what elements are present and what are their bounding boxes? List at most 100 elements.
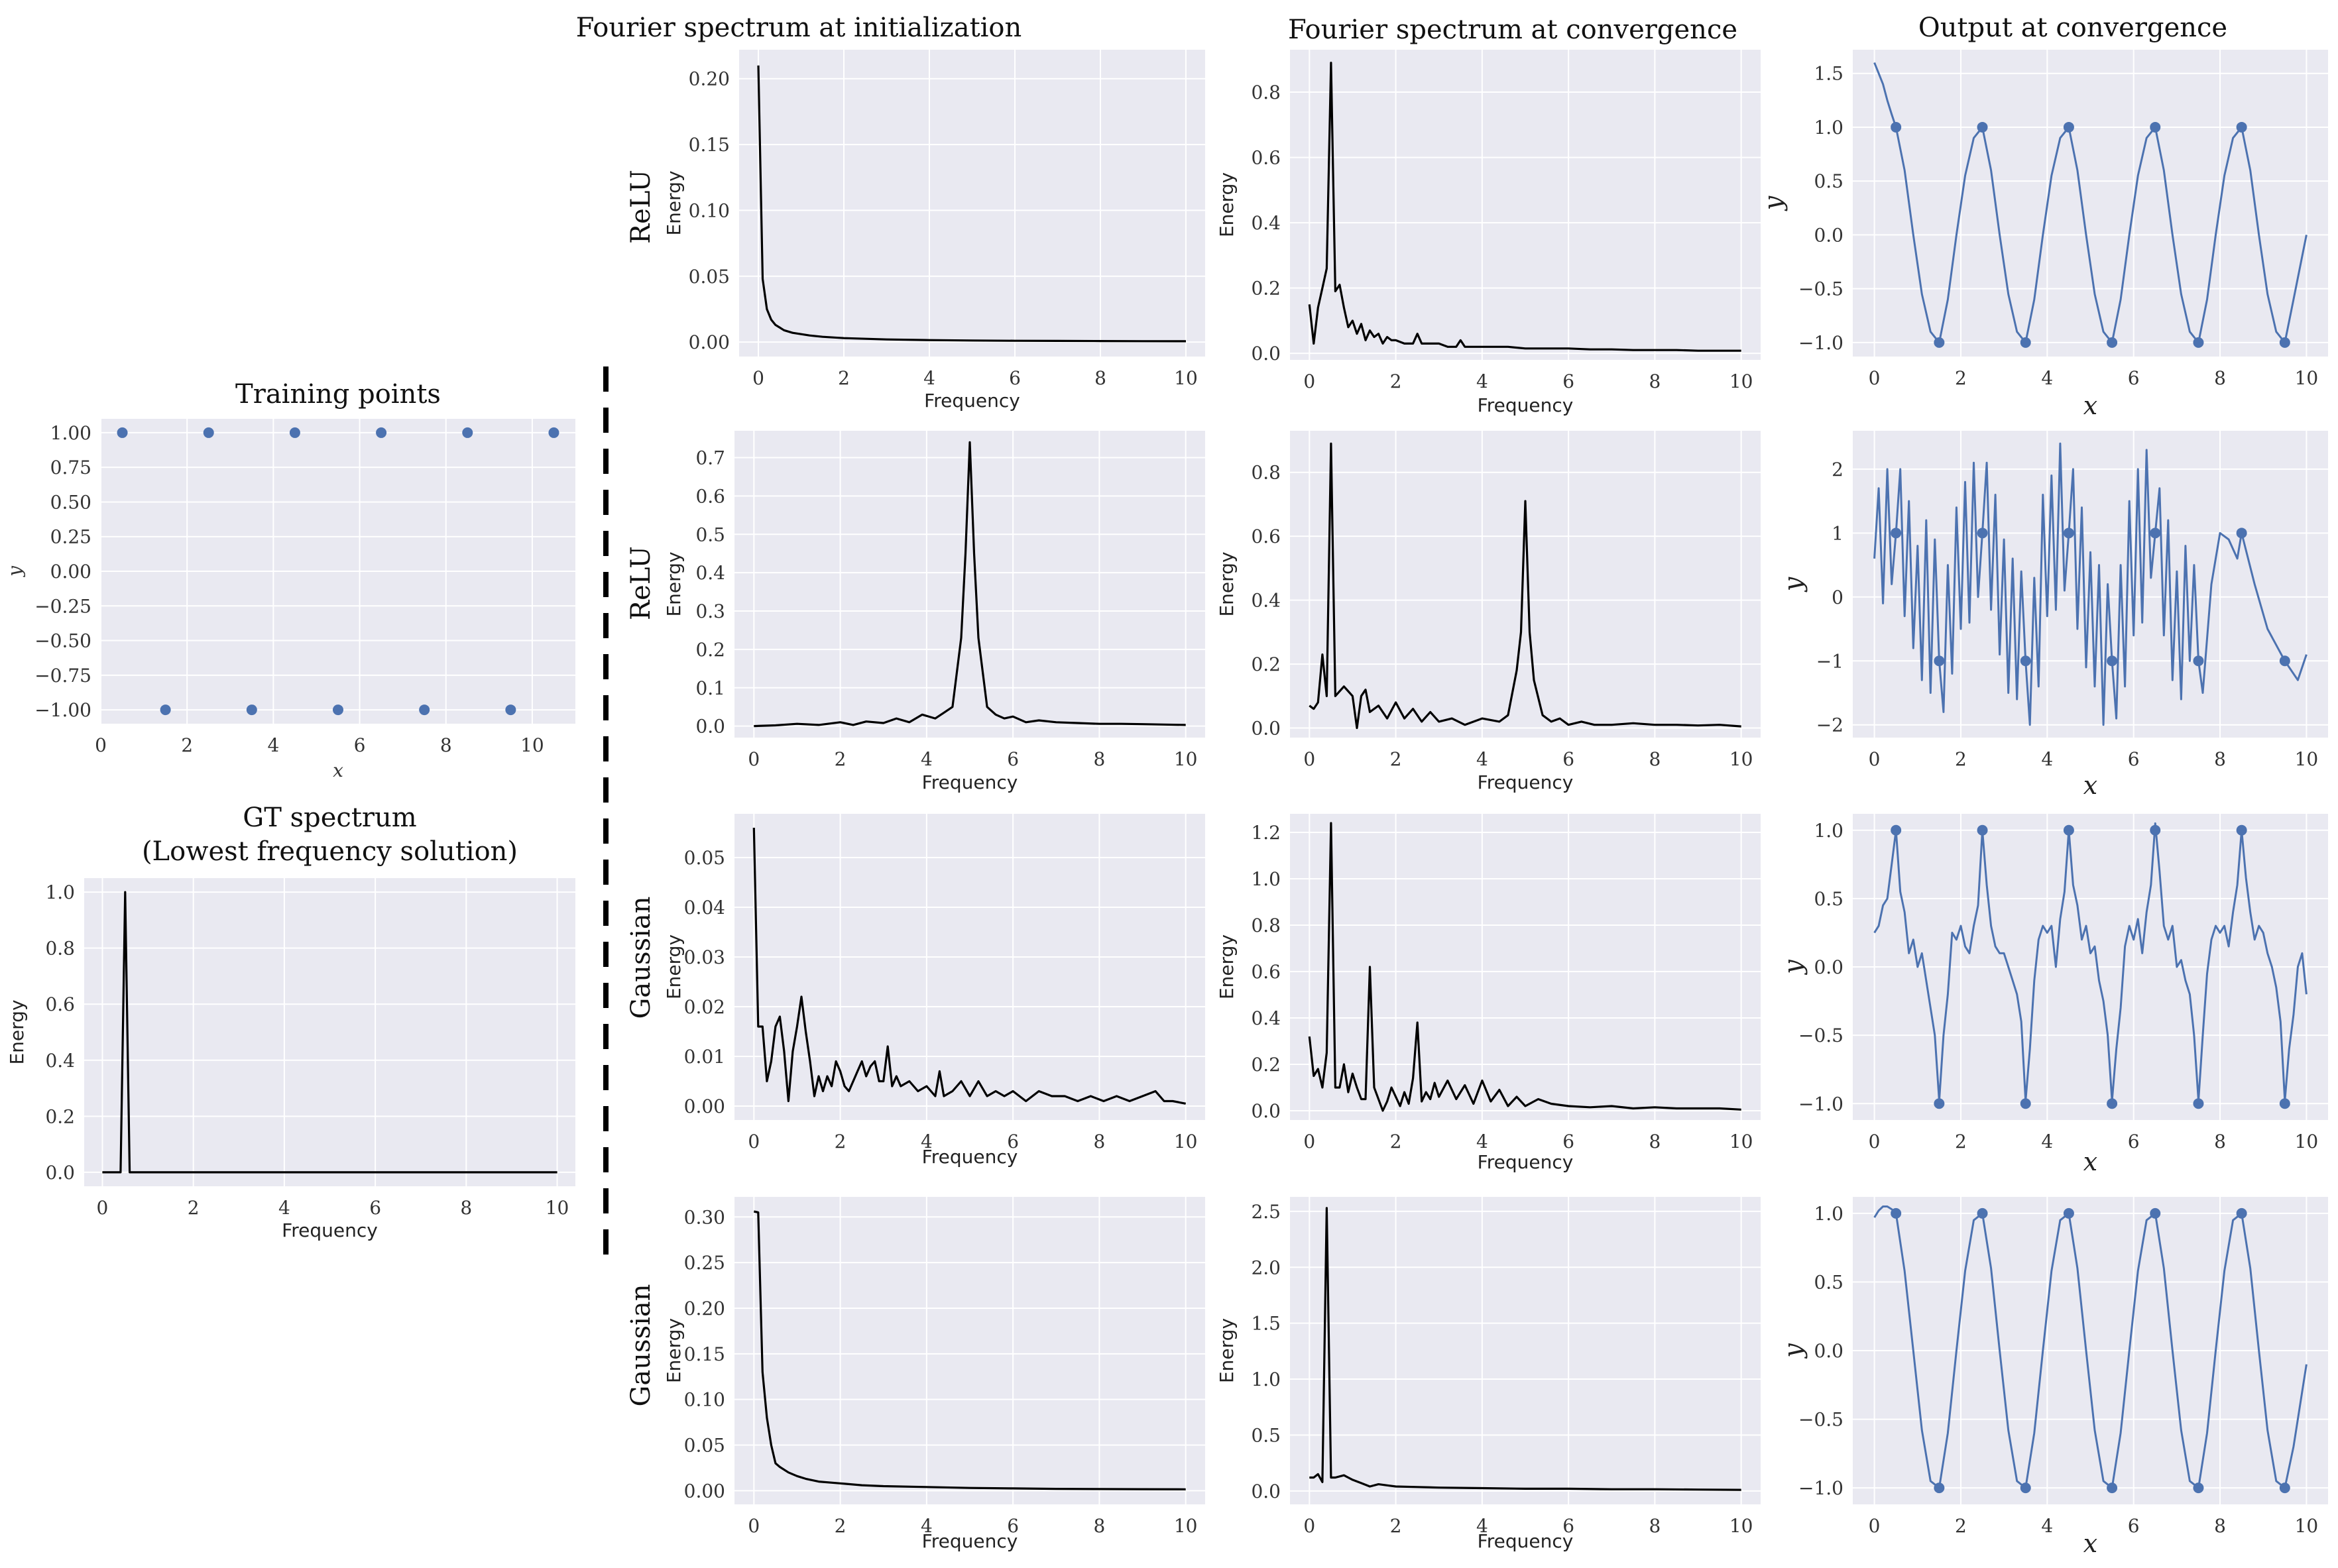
plot-title: GT spectrum — [243, 803, 416, 833]
plot-area — [1290, 814, 1761, 1120]
y-tick-label: −0.5 — [1798, 278, 1843, 300]
y-tick-label: 0.10 — [684, 1389, 725, 1411]
x-tick-label: 2 — [1390, 1515, 1402, 1537]
x-tick-label: 0 — [1869, 1131, 1881, 1152]
x-tick-label: 4 — [1476, 1515, 1488, 1537]
y-tick-label: 0.0 — [695, 716, 725, 738]
data-point — [2107, 1098, 2118, 1109]
y-tick-label: 0.4 — [1251, 590, 1281, 612]
data-point — [1934, 337, 1945, 348]
y-tick-label: 0.2 — [45, 1105, 75, 1127]
y-axis-label: Energy — [1216, 551, 1238, 616]
x-tick-label: 0 — [748, 748, 760, 770]
x-tick-label: 10 — [2295, 1515, 2319, 1537]
data-point — [2279, 1098, 2290, 1109]
plot-area — [734, 431, 1205, 738]
x-tick-label: 10 — [1174, 1131, 1198, 1152]
row-label-4: Gaussian — [626, 1284, 656, 1406]
y-tick-label: 0.75 — [50, 457, 91, 478]
x-tick-label: 10 — [1174, 748, 1198, 770]
y-tick-label: 1.0 — [1251, 868, 1281, 890]
y-tick-label: 0.0 — [1814, 956, 1843, 978]
y-axis-label: Energy — [6, 999, 28, 1064]
x-tick-label: 8 — [2214, 748, 2226, 770]
y-tick-label: −2 — [1816, 714, 1843, 736]
y-tick-label: −0.75 — [34, 665, 91, 687]
y-tick-label: 0.30 — [684, 1206, 725, 1228]
y-tick-label: 0.3 — [695, 600, 725, 622]
data-point — [2020, 1098, 2031, 1109]
x-axis-label: x — [2083, 771, 2097, 800]
x-tick-label: 2 — [835, 1131, 847, 1152]
y-tick-label: 0.0 — [1251, 343, 1281, 364]
plot-training: 0 2 4 6 8 10 −1.00 −0.75 −0.50 −0.25 0.00 0.25 0.50 0… — [4, 379, 575, 781]
y-axis-label: Energy — [663, 170, 685, 235]
x-axis-label: Frequency — [922, 771, 1018, 793]
x-tick-label: 0 — [748, 1131, 760, 1152]
plot-r3c2: 0 2 4 6 8 10 0.0 0.2 0.4 0.6 0.8 1.0 1.2 Frequency Ene… — [1216, 814, 1761, 1173]
series-line — [1309, 1207, 1741, 1491]
x-tick-label: 8 — [2214, 1131, 2226, 1152]
y-tick-label: 0.2 — [1251, 653, 1281, 675]
data-point — [2150, 824, 2161, 836]
x-tick-label: 10 — [2295, 1131, 2319, 1152]
y-tick-label: 0.15 — [689, 134, 730, 156]
y-tick-label: 2 — [1832, 459, 1843, 480]
x-tick-label: 0 — [1303, 748, 1315, 770]
x-tick-label: 10 — [2295, 367, 2319, 389]
data-point — [333, 704, 343, 716]
x-tick-label: 6 — [2128, 1515, 2140, 1537]
x-tick-label: 8 — [1093, 1515, 1105, 1537]
x-tick-label: 10 — [2295, 748, 2319, 770]
x-axis-label: Frequency — [1478, 1151, 1574, 1173]
y-tick-label: 0.01 — [684, 1046, 725, 1068]
x-axis-label: x — [333, 759, 343, 781]
x-tick-label: 4 — [921, 748, 933, 770]
data-point — [2236, 528, 2247, 539]
plot-area — [1290, 50, 1761, 360]
y-tick-label: 1.0 — [45, 881, 75, 903]
series-line — [1308, 62, 1741, 352]
y-tick-label: 0.4 — [1251, 212, 1281, 234]
y-tick-label: 0.20 — [684, 1298, 725, 1319]
y-axis-label: Energy — [1216, 1318, 1238, 1383]
x-tick-label: 2 — [835, 1515, 847, 1537]
x-tick-label: 6 — [1562, 748, 1574, 770]
data-point — [2279, 655, 2290, 667]
x-tick-label: 8 — [1093, 748, 1105, 770]
x-tick-label: 6 — [1009, 367, 1021, 389]
column-title-init: Fourier spectrum at initialization — [576, 13, 1022, 43]
y-tick-label: −1.0 — [1798, 1477, 1843, 1499]
data-point — [2063, 1207, 2074, 1219]
x-tick-label: 10 — [520, 734, 544, 756]
column-title-convergence: Fourier spectrum at convergence — [1288, 15, 1737, 45]
x-tick-label: 4 — [923, 367, 935, 389]
x-tick-label: 4 — [2041, 1131, 2053, 1152]
x-axis-label: Frequency — [924, 390, 1020, 412]
data-point — [1977, 121, 1988, 133]
series-line — [753, 1210, 1186, 1490]
data-point — [203, 427, 214, 438]
x-tick-label: 0 — [752, 367, 764, 389]
y-tick-label: 0.00 — [50, 561, 91, 583]
plot-area — [734, 814, 1205, 1120]
y-tick-label: 0.6 — [1251, 526, 1281, 547]
plot-area — [734, 1197, 1205, 1504]
data-point — [2236, 121, 2247, 133]
x-tick-label: 8 — [2214, 1515, 2226, 1537]
y-tick-label: 0.5 — [1814, 888, 1843, 910]
y-tick-label: 0.2 — [1251, 1054, 1281, 1076]
y-axis-label: Energy — [1216, 934, 1238, 999]
y-tick-label: 1.00 — [50, 422, 91, 444]
y-tick-label: 0.02 — [684, 996, 725, 1018]
x-tick-label: 0 — [1303, 370, 1315, 392]
y-tick-label: −1.0 — [1798, 1093, 1843, 1115]
y-tick-label: 1.0 — [1814, 820, 1843, 842]
data-point — [2193, 337, 2204, 348]
x-tick-label: 10 — [1174, 1515, 1198, 1537]
data-point — [1891, 528, 1902, 539]
x-tick-label: 2 — [1955, 1515, 1967, 1537]
plot-gt: 0 2 4 6 8 10 0.0 0.2 0.4 0.6 0.8 1.0 Frequency Energy… — [6, 803, 575, 1241]
x-tick-label: 0 — [1869, 1515, 1881, 1537]
x-tick-label: 4 — [1476, 748, 1488, 770]
